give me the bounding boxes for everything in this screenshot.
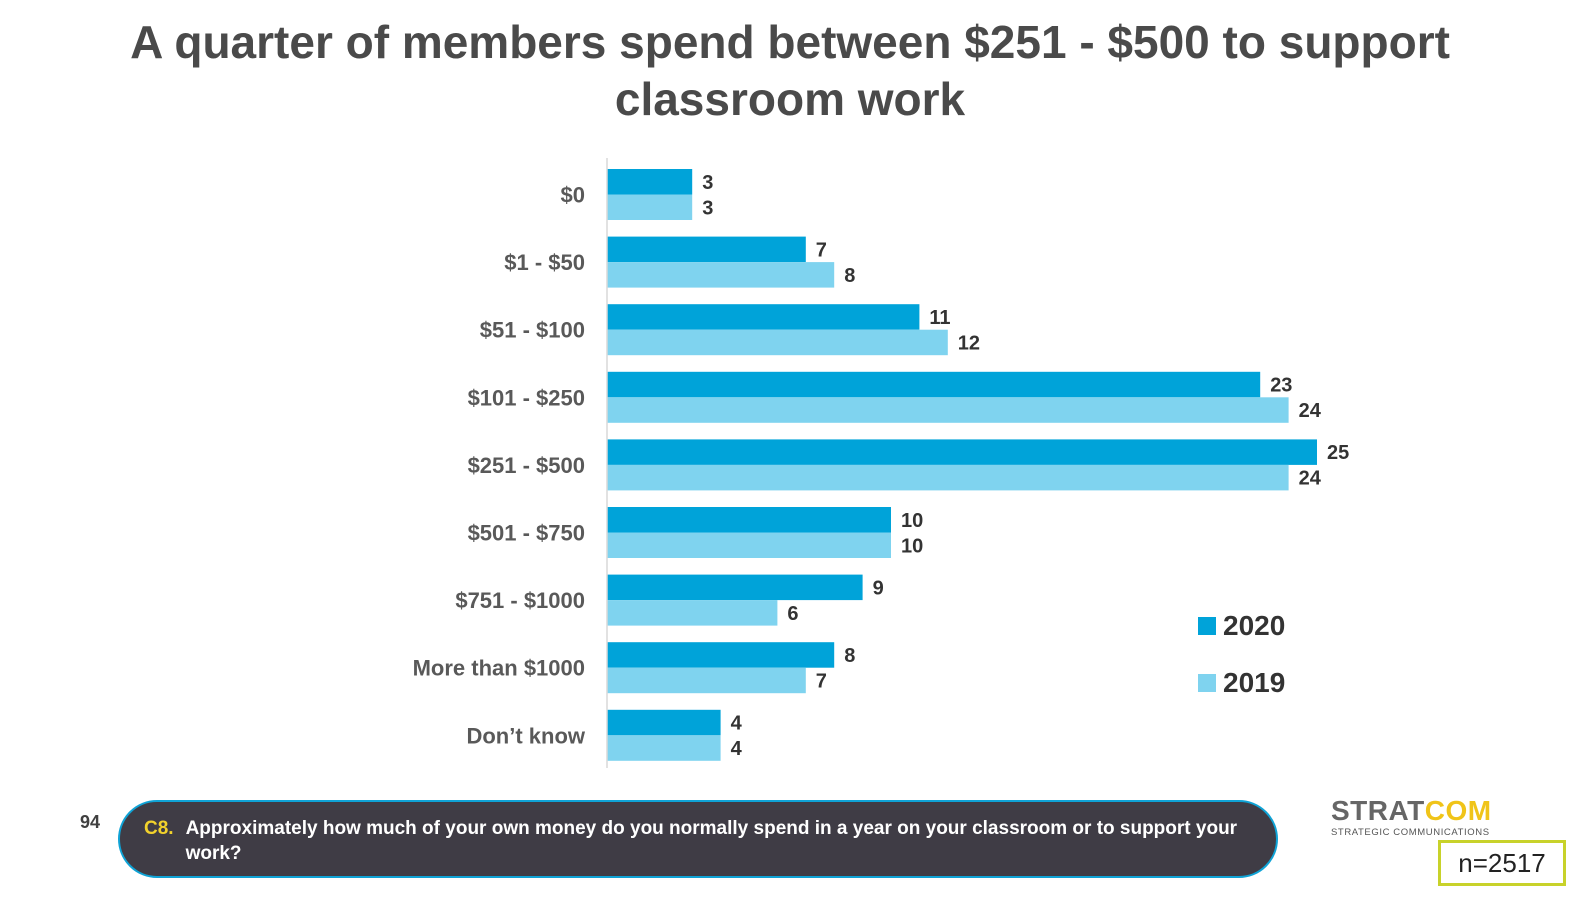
data-label: 8 — [844, 265, 855, 287]
page-number: 94 — [80, 812, 101, 832]
bar-2020 — [607, 439, 1317, 465]
bar-2020 — [607, 709, 721, 736]
category-label: $101 - $250 — [468, 385, 585, 410]
legend-label-2019: 2019 — [1223, 667, 1285, 698]
category-label: $751 - $1000 — [455, 588, 585, 613]
question-code: C8. — [144, 818, 174, 839]
chart-title: A quarter of members spend between $251 … — [130, 16, 1450, 125]
bar-2020 — [607, 304, 920, 330]
bar-2020 — [607, 642, 835, 668]
category-label: $0 — [561, 183, 585, 208]
legend-label-2020: 2020 — [1223, 610, 1285, 641]
bar-2019 — [607, 464, 1289, 491]
bar-2019 — [607, 397, 1289, 423]
data-label: 4 — [731, 713, 743, 735]
question-box: C8. Approximately how much of your own m… — [118, 800, 1278, 878]
data-label: 10 — [901, 535, 923, 557]
bar-2019 — [607, 532, 891, 558]
sample-size-box: n=2517 — [1438, 840, 1566, 886]
category-label: $251 - $500 — [468, 453, 585, 478]
data-label: 6 — [787, 603, 798, 625]
data-label: 25 — [1327, 442, 1349, 464]
bar-2019 — [607, 667, 806, 694]
bar-2020 — [607, 169, 693, 195]
data-label: 12 — [958, 332, 980, 354]
bar-2019 — [607, 600, 778, 626]
data-label: 7 — [816, 239, 827, 261]
bar-2019 — [607, 329, 948, 356]
logo-part1: STRAT — [1331, 795, 1425, 826]
data-label: 3 — [702, 172, 713, 194]
data-label: 4 — [731, 738, 743, 760]
data-label: 10 — [901, 510, 923, 532]
category-label: Don’t know — [466, 723, 585, 748]
bar-2020 — [607, 236, 806, 263]
logo-part2: COM — [1424, 795, 1492, 826]
bar-2019 — [607, 194, 693, 220]
question-text: Approximately how much of your own money… — [185, 818, 1238, 864]
bar-2020 — [607, 574, 863, 601]
data-label: 3 — [702, 197, 713, 219]
legend-swatch-2020 — [1198, 617, 1216, 635]
category-label: $1 - $50 — [504, 250, 585, 275]
stratcom-logo: STRATCOM STRATEGIC COMMUNICATIONS — [1331, 795, 1492, 839]
bar-2020 — [607, 371, 1261, 398]
category-label: $501 - $750 — [468, 521, 585, 546]
bar-2019 — [607, 262, 835, 288]
data-label: 9 — [873, 577, 884, 599]
data-label: 23 — [1270, 375, 1292, 397]
data-label: 8 — [844, 645, 855, 667]
bar-2020 — [607, 507, 891, 533]
bar-2019 — [607, 735, 721, 761]
data-label: 24 — [1299, 400, 1322, 422]
legend-swatch-2019 — [1198, 674, 1216, 692]
logo-subtitle: STRATEGIC COMMUNICATIONS — [1331, 827, 1490, 838]
category-label: $51 - $100 — [480, 318, 585, 343]
data-label: 11 — [929, 307, 950, 329]
category-label: More than $1000 — [413, 656, 585, 681]
data-label: 24 — [1299, 468, 1322, 490]
data-label: 7 — [816, 670, 827, 692]
